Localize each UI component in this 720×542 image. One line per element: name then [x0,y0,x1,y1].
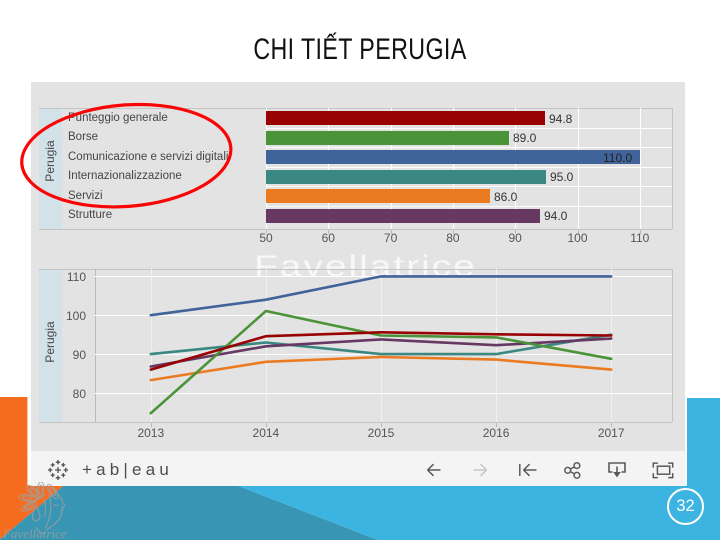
svg-text:Favellatrice: Favellatrice [2,526,67,541]
